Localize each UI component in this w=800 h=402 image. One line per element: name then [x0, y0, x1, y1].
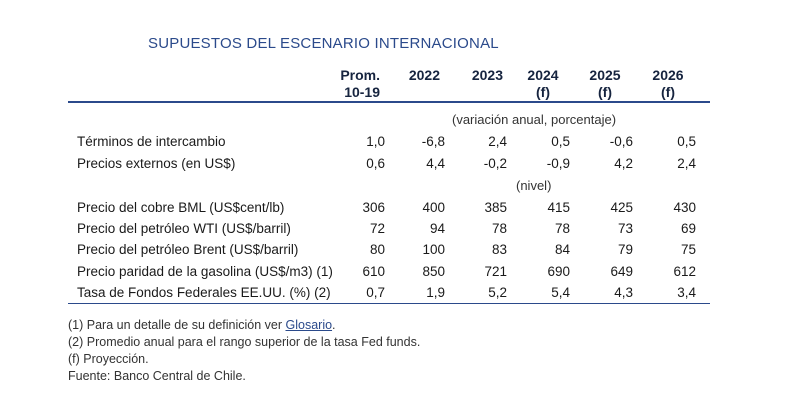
cell: 100 — [422, 242, 445, 257]
cell: 721 — [484, 264, 507, 279]
cell: 0,6 — [366, 156, 385, 171]
column-header-2024: 2024 (f) — [518, 67, 568, 101]
column-header-2023: 2023 — [453, 67, 503, 84]
footnote-1: (1) Para un detalle de su definición ver… — [68, 317, 420, 334]
row-label: Términos de intercambio — [77, 134, 226, 149]
column-header-line1: 2023 — [471, 67, 503, 83]
cell: 4,2 — [614, 156, 633, 171]
table-row: Términos de intercambio 1,0 -6,8 2,4 0,5… — [0, 134, 800, 154]
row-label: Tasa de Fondos Federales EE.UU. (%) (2) — [77, 285, 331, 300]
subheader-variation: (variación anual, porcentaje) — [452, 112, 617, 127]
cell: 78 — [554, 221, 570, 236]
table-row: Precio paridad de la gasolina (US$/m3) (… — [0, 264, 800, 284]
cell: 79 — [617, 242, 633, 257]
footnote-1-suffix: . — [332, 318, 336, 332]
cell: 1,0 — [366, 134, 385, 149]
cell: 5,4 — [551, 285, 570, 300]
cell: 415 — [547, 200, 570, 215]
table-row: Precio del petróleo Brent (US$/barril) 8… — [0, 242, 800, 262]
cell: 94 — [429, 221, 445, 236]
cell: 612 — [673, 264, 696, 279]
footnote-2: (2) Promedio anual para el rango superio… — [68, 335, 421, 349]
cell: 690 — [547, 264, 570, 279]
cell: 3,4 — [677, 285, 696, 300]
column-header-line1: 2025 — [589, 67, 621, 83]
cell: 649 — [610, 264, 633, 279]
column-header-line2: (f) — [661, 84, 675, 100]
cell: 4,4 — [426, 156, 445, 171]
cell: -0,9 — [546, 156, 570, 171]
table-row: Precios externos (en US$) 0,6 4,4 -0,2 -… — [0, 156, 800, 176]
cell: 385 — [484, 200, 507, 215]
cell: 83 — [491, 242, 507, 257]
cell: 0,5 — [551, 134, 570, 149]
row-label: Precio paridad de la gasolina (US$/m3) (… — [77, 264, 333, 279]
column-header-line2: 10-19 — [344, 84, 380, 100]
cell: 73 — [617, 221, 633, 236]
cell: 610 — [362, 264, 385, 279]
table-row: Precio del cobre BML (US$cent/lb) 306 40… — [0, 200, 800, 220]
table-row: Precio del petróleo WTI (US$/barril) 72 … — [0, 221, 800, 241]
source-note: Fuente: Banco Central de Chile. — [68, 369, 246, 383]
header-divider — [68, 101, 710, 103]
cell: -6,8 — [421, 134, 445, 149]
cell: 4,3 — [614, 285, 633, 300]
row-label: Precio del petróleo Brent (US$/barril) — [77, 242, 299, 257]
cell: -0,2 — [483, 156, 507, 171]
glosario-link[interactable]: Glosario — [285, 318, 333, 332]
cell: 75 — [680, 242, 696, 257]
cell: 78 — [491, 221, 507, 236]
row-label: Precio del cobre BML (US$cent/lb) — [77, 200, 285, 215]
cell: 400 — [422, 200, 445, 215]
table-title: SUPUESTOS DEL ESCENARIO INTERNACIONAL — [148, 35, 499, 52]
column-header-prom: Prom. 10-19 — [330, 67, 380, 101]
footnote-1-text: (1) Para un detalle de su definición ver — [68, 318, 286, 332]
row-label: Precios externos (en US$) — [77, 156, 236, 171]
cell: 0,7 — [366, 285, 385, 300]
column-header-line1: Prom. — [340, 67, 380, 83]
cell: 84 — [554, 242, 570, 257]
cell: 69 — [680, 221, 696, 236]
cell: 2,4 — [677, 156, 696, 171]
column-header-line2: (f) — [536, 84, 550, 100]
column-header-line1: 2024 — [527, 67, 559, 83]
cell: 1,9 — [426, 285, 445, 300]
table-row: Tasa de Fondos Federales EE.UU. (%) (2) … — [0, 285, 800, 305]
column-header-2026: 2026 (f) — [643, 67, 693, 101]
cell: 5,2 — [488, 285, 507, 300]
cell: 850 — [422, 264, 445, 279]
row-label: Precio del petróleo WTI (US$/barril) — [77, 221, 291, 236]
cell: 306 — [362, 200, 385, 215]
cell: -0,6 — [609, 134, 633, 149]
subheader-level: (nivel) — [516, 178, 552, 193]
column-header-2025: 2025 (f) — [580, 67, 630, 101]
cell: 430 — [673, 200, 696, 215]
cell: 2,4 — [488, 134, 507, 149]
column-header-line1: 2026 — [652, 67, 684, 83]
column-header-line2: (f) — [598, 84, 612, 100]
cell: 425 — [610, 200, 633, 215]
cell: 0,5 — [677, 134, 696, 149]
cell: 80 — [369, 242, 385, 257]
footnotes: (1) Para un detalle de su definición ver… — [68, 317, 420, 385]
cell: 72 — [369, 221, 385, 236]
column-header-2022: 2022 — [390, 67, 440, 84]
table-bottom-divider — [68, 303, 710, 304]
footnote-3: (f) Proyección. — [68, 352, 149, 366]
column-header-line1: 2022 — [408, 67, 440, 83]
